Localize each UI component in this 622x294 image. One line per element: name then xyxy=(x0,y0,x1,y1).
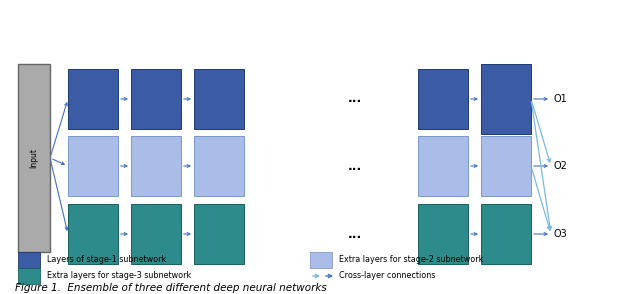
Text: Cross-layer connections: Cross-layer connections xyxy=(339,271,435,280)
Bar xyxy=(18,252,40,268)
Bar xyxy=(68,69,118,129)
Bar xyxy=(68,204,118,264)
Bar xyxy=(481,136,531,196)
Bar xyxy=(194,69,244,129)
Text: O1: O1 xyxy=(554,94,568,104)
Bar xyxy=(131,204,181,264)
Text: Figure 1.  Ensemble of three different deep neural networks: Figure 1. Ensemble of three different de… xyxy=(15,283,327,293)
Bar xyxy=(418,69,468,129)
Bar xyxy=(18,64,50,252)
Text: ...: ... xyxy=(348,93,362,106)
Bar xyxy=(131,136,181,196)
Text: Input: Input xyxy=(29,148,39,168)
Bar xyxy=(18,268,40,284)
Bar xyxy=(194,136,244,196)
Bar xyxy=(131,69,181,129)
Bar xyxy=(418,136,468,196)
Bar xyxy=(481,204,531,264)
Text: Layers of stage-1 subnetwork: Layers of stage-1 subnetwork xyxy=(47,255,166,265)
Text: O3: O3 xyxy=(554,229,568,239)
Bar xyxy=(68,136,118,196)
Text: Extra layers for stage-2 subnetwork: Extra layers for stage-2 subnetwork xyxy=(339,255,483,265)
Text: Extra layers for stage-3 subnetwork: Extra layers for stage-3 subnetwork xyxy=(47,271,191,280)
Text: ...: ... xyxy=(348,228,362,240)
Bar xyxy=(481,64,531,134)
Bar xyxy=(310,252,332,268)
Text: O2: O2 xyxy=(554,161,568,171)
Text: ...: ... xyxy=(348,160,362,173)
Bar xyxy=(418,204,468,264)
Bar xyxy=(194,204,244,264)
